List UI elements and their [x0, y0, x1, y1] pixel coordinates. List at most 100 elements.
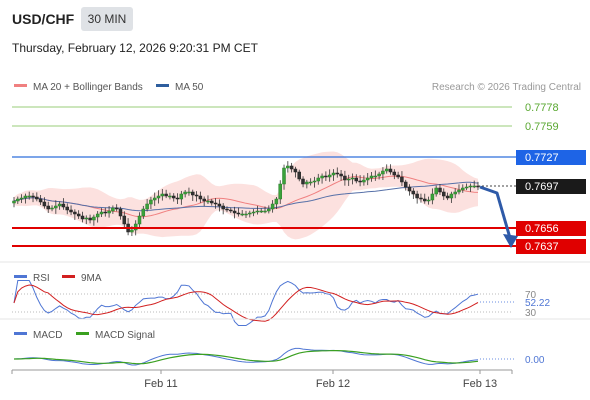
- pivot-price-label: 0.7727: [525, 152, 559, 164]
- rsi-legend-swatch: [14, 275, 27, 278]
- candle: [362, 175, 366, 186]
- candle: [16, 196, 20, 204]
- candle: [267, 205, 271, 214]
- macd-line: [13, 347, 479, 366]
- level-label-0.7778: 0.7778: [525, 102, 559, 114]
- candle: [289, 162, 294, 173]
- timeframe-label[interactable]: 30 MIN: [88, 12, 127, 26]
- candle: [80, 211, 85, 223]
- candle: [472, 180, 476, 189]
- candle: [88, 214, 92, 224]
- candle: [191, 189, 195, 201]
- candle: [381, 167, 385, 180]
- candle: [229, 207, 233, 214]
- symbol-title: USD/CHF: [12, 11, 75, 27]
- candle: [42, 197, 47, 209]
- timeframe-button[interactable]: 30 MIN: [81, 7, 133, 31]
- ma50-line: [13, 181, 479, 212]
- support-label-0.7637: 0.7637: [525, 241, 559, 253]
- candle: [426, 196, 431, 205]
- candle: [464, 183, 469, 191]
- research-credit: Research © 2026 Trading Central: [432, 82, 581, 93]
- candle: [31, 192, 35, 203]
- candle: [92, 214, 96, 226]
- candle: [411, 188, 416, 199]
- candle: [434, 185, 438, 197]
- candle: [316, 173, 321, 185]
- candle: [350, 173, 355, 185]
- candle: [12, 197, 16, 208]
- rsi-panel: RSI 9MA 70 30 52.22: [12, 273, 550, 326]
- candle: [23, 193, 28, 204]
- last-price-tag: [516, 179, 586, 194]
- candle: [248, 210, 252, 218]
- candle: [122, 211, 127, 229]
- candle: [198, 191, 203, 203]
- candle: [251, 209, 256, 217]
- candle: [373, 170, 378, 181]
- candle: [297, 169, 301, 182]
- candle: [400, 171, 404, 187]
- candle: [259, 208, 263, 214]
- candle: [194, 191, 199, 202]
- candle: [419, 193, 423, 203]
- candle: [213, 198, 218, 209]
- candle: [377, 171, 381, 180]
- candle: [274, 196, 279, 210]
- candle: [457, 184, 461, 195]
- forecast-arrow-icon: [479, 185, 518, 248]
- ma50-legend-swatch: [156, 84, 169, 87]
- timestamp: Thursday, February 12, 2026 9:20:31 PM C…: [12, 41, 259, 55]
- support-tag-0.7637: [516, 239, 586, 254]
- candle: [255, 205, 260, 215]
- candle: [217, 199, 222, 212]
- ma20-legend-label: MA 20 + Bollinger Bands: [33, 82, 143, 93]
- candle: [240, 210, 244, 217]
- candle: [445, 192, 450, 201]
- candle: [156, 190, 161, 204]
- level-label-0.7759: 0.7759: [525, 121, 559, 133]
- support-tag-0.7656: [516, 221, 586, 236]
- candle: [35, 192, 39, 202]
- rsi-70-label: 70: [525, 290, 537, 301]
- candle: [149, 196, 153, 210]
- macd-legend-swatch: [14, 332, 27, 335]
- candle: [358, 175, 362, 187]
- candle: [152, 192, 157, 206]
- candle: [19, 194, 24, 204]
- candle: [244, 210, 248, 218]
- candle: [278, 180, 282, 204]
- candle: [384, 164, 389, 174]
- support-label-0.7656: 0.7656: [525, 223, 559, 235]
- candle: [449, 191, 454, 203]
- candle: [118, 206, 123, 220]
- candle: [320, 173, 324, 184]
- x-tick-label-feb11: Feb 11: [144, 378, 177, 390]
- candle: [50, 205, 54, 212]
- candle: [354, 174, 359, 184]
- x-axis: Feb 11 Feb 12 Feb 13: [11, 369, 513, 390]
- candle: [312, 176, 317, 188]
- candle: [103, 207, 108, 217]
- ma20-legend-swatch: [14, 84, 27, 87]
- macd-signal-line: [14, 350, 479, 365]
- candle: [301, 176, 305, 188]
- candle: [438, 184, 442, 196]
- candle: [286, 161, 290, 173]
- candle: [111, 205, 115, 214]
- candle: [171, 193, 176, 202]
- candle: [99, 208, 104, 217]
- candle: [57, 201, 62, 210]
- candle: [293, 166, 298, 178]
- candle: [187, 187, 191, 196]
- macd-signal-legend-label: MACD Signal: [95, 330, 155, 341]
- macd-signal-legend-swatch: [76, 332, 89, 335]
- candle: [160, 189, 165, 201]
- candle: [179, 190, 184, 205]
- candle: [282, 164, 286, 190]
- candle: [73, 209, 77, 220]
- x-tick-label-feb13: Feb 13: [463, 378, 497, 390]
- candle: [206, 195, 210, 205]
- ma50-legend-label: MA 50: [175, 82, 204, 93]
